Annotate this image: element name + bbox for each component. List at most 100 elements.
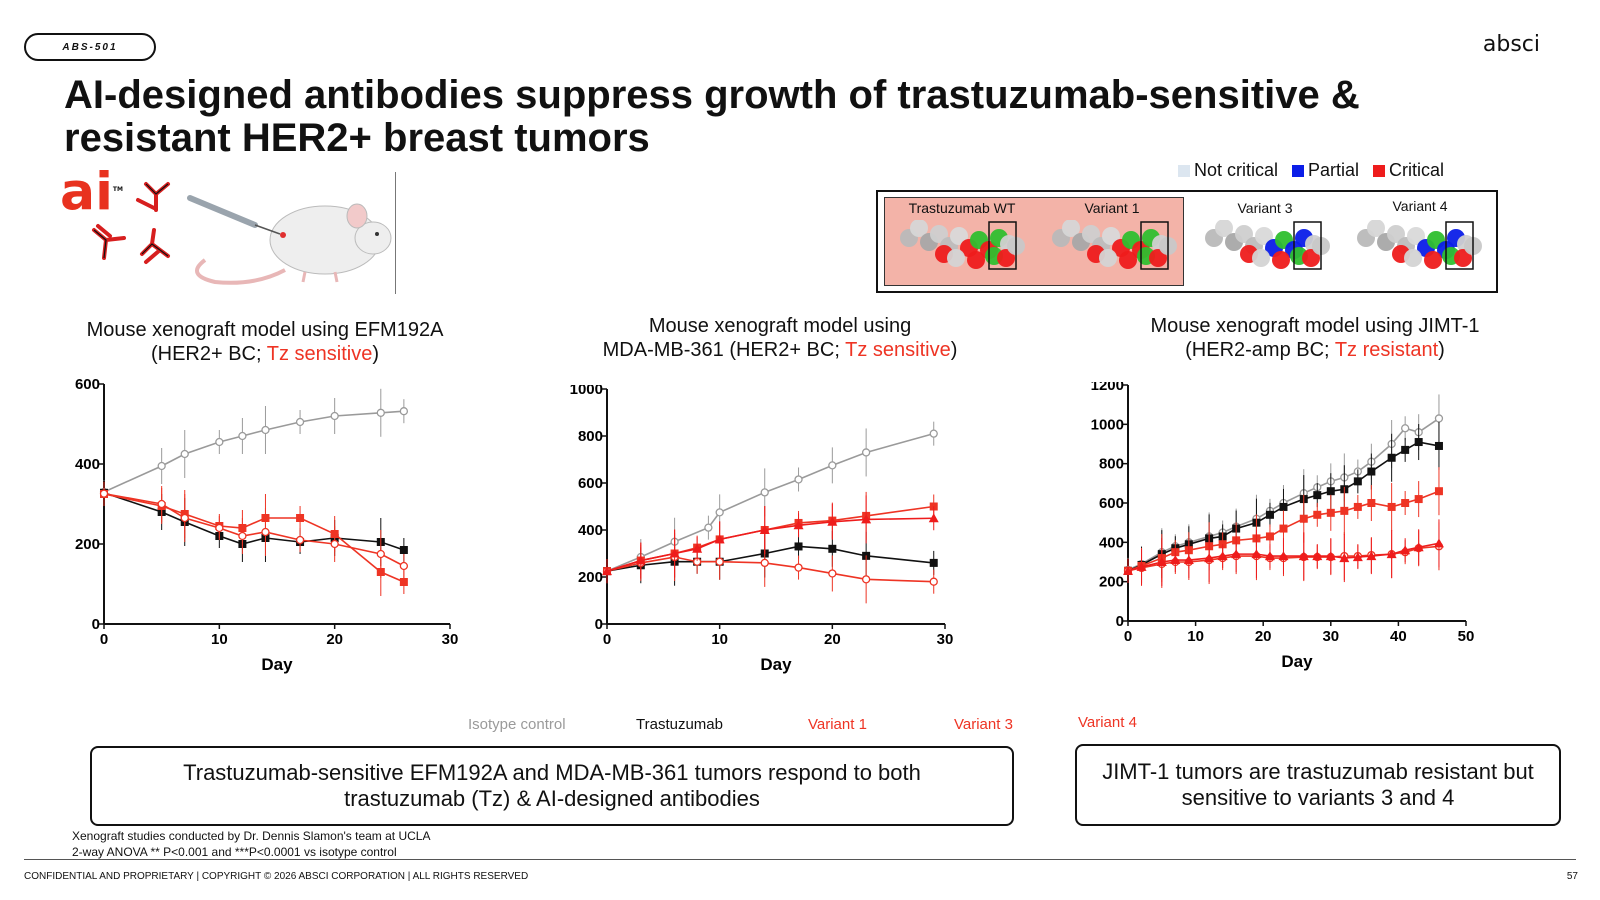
data-point xyxy=(828,544,837,553)
x-axis-label: Day xyxy=(1281,652,1313,671)
y-tick-label: 1000 xyxy=(570,385,603,398)
data-point xyxy=(760,558,769,568)
data-point xyxy=(794,563,803,572)
protein-atom xyxy=(1404,249,1422,267)
data-point xyxy=(1265,510,1274,519)
data-point xyxy=(157,461,166,471)
x-tick-label: 10 xyxy=(211,631,228,648)
data-point xyxy=(929,429,938,438)
antibody-icons xyxy=(92,182,170,264)
series-line-variant3 xyxy=(606,556,934,583)
data-point xyxy=(1414,438,1423,447)
data-point xyxy=(861,514,872,524)
protein-atom xyxy=(1102,227,1120,245)
x-tick-label: 20 xyxy=(326,631,343,648)
y-tick-label: 200 xyxy=(1099,574,1124,591)
data-point xyxy=(1386,549,1397,559)
protein-atom xyxy=(1149,249,1167,267)
summary-box-sensitive: Trastuzumab-sensitive EFM192A and MDA-MB… xyxy=(90,746,1014,826)
data-point xyxy=(715,508,724,517)
divider xyxy=(395,172,396,294)
series-line-trastuzumab xyxy=(103,492,405,551)
data-point xyxy=(1352,552,1363,562)
data-point xyxy=(1279,502,1288,511)
data-point xyxy=(296,514,305,522)
data-point xyxy=(295,417,305,427)
data-point xyxy=(1298,551,1309,561)
panel-title-text: ) xyxy=(372,343,380,365)
absci-logo: absci xyxy=(1482,32,1540,57)
data-point xyxy=(1156,557,1167,566)
data-point xyxy=(861,575,871,584)
data-point xyxy=(1299,514,1308,523)
data-point xyxy=(1434,487,1443,496)
x-tick-label: 0 xyxy=(1124,628,1132,645)
data-point xyxy=(929,577,938,586)
data-point xyxy=(1387,502,1396,511)
x-tick-label: 10 xyxy=(711,631,728,648)
data-point xyxy=(1433,538,1444,548)
data-point xyxy=(399,546,408,554)
panel-title-text: (HER2+ BC; xyxy=(150,343,267,365)
legend-swatch xyxy=(1373,164,1386,177)
legend-label: Not critical xyxy=(1194,160,1279,180)
data-point xyxy=(715,557,724,566)
data-point xyxy=(760,488,769,497)
panel-title-line: Mouse xenograft model using JIMT-1 xyxy=(1150,315,1480,337)
data-point xyxy=(1434,414,1444,423)
data-point xyxy=(1264,551,1275,561)
data-point xyxy=(1414,495,1423,504)
mouse-illustration-icon xyxy=(187,195,392,285)
protein-atom xyxy=(1424,251,1442,269)
panel-title-text: ) xyxy=(950,339,958,361)
data-point xyxy=(1204,553,1215,563)
epitope-box xyxy=(1293,221,1322,270)
panel-title-line: Mouse xenograft model using EFM192A xyxy=(86,319,444,341)
ai-logo-tm: TM xyxy=(112,186,123,193)
y-tick-label: 600 xyxy=(1099,495,1124,512)
data-point xyxy=(330,411,339,421)
data-point xyxy=(759,525,770,534)
data-point xyxy=(929,558,938,567)
ai-logo: aiTM xyxy=(60,164,123,218)
series-line-variant4 xyxy=(606,517,934,572)
data-point xyxy=(215,523,224,533)
series-line-trastuzumab xyxy=(606,545,934,572)
epitope-box xyxy=(988,221,1017,270)
data-point xyxy=(928,513,939,523)
data-point xyxy=(1278,551,1289,561)
epitope-legend-item: Partial xyxy=(1292,160,1359,181)
series-variant3 xyxy=(602,533,938,604)
data-point xyxy=(692,543,703,553)
y-tick-label: 200 xyxy=(578,569,603,586)
y-tick-label: 600 xyxy=(578,475,603,492)
y-tick-label: 0 xyxy=(1116,613,1124,630)
protein-structure-icon xyxy=(1052,220,1177,270)
data-point xyxy=(399,561,409,571)
y-tick-label: 0 xyxy=(92,616,100,633)
x-tick-label: 30 xyxy=(937,631,954,648)
data-point xyxy=(261,425,270,435)
data-point xyxy=(1401,499,1410,507)
data-point xyxy=(1325,551,1336,561)
data-point xyxy=(157,499,166,509)
data-point xyxy=(1170,555,1181,565)
protein-atom xyxy=(1407,227,1425,245)
data-point xyxy=(376,408,385,417)
data-point xyxy=(399,578,408,586)
panel-title-line: MDA-MB-361 (HER2+ BC; Tz sensitive) xyxy=(560,338,1000,362)
legend-label: Partial xyxy=(1308,160,1360,180)
series-legend-isotype: Isotype control xyxy=(468,716,566,733)
protein-atom xyxy=(930,225,948,243)
protein-atom xyxy=(950,227,968,245)
series-isotype xyxy=(99,388,409,504)
series-legend-trastuzumab: Trastuzumab xyxy=(636,716,723,733)
data-point xyxy=(1217,551,1228,561)
legend-swatch xyxy=(1178,164,1190,177)
epitope-box xyxy=(1445,221,1474,270)
x-axis-label: Day xyxy=(261,655,293,674)
data-point xyxy=(828,569,837,578)
protein-atom xyxy=(947,249,965,267)
data-point xyxy=(261,527,270,537)
panel-title-line: (HER2+ BC; Tz sensitive) xyxy=(50,342,480,366)
